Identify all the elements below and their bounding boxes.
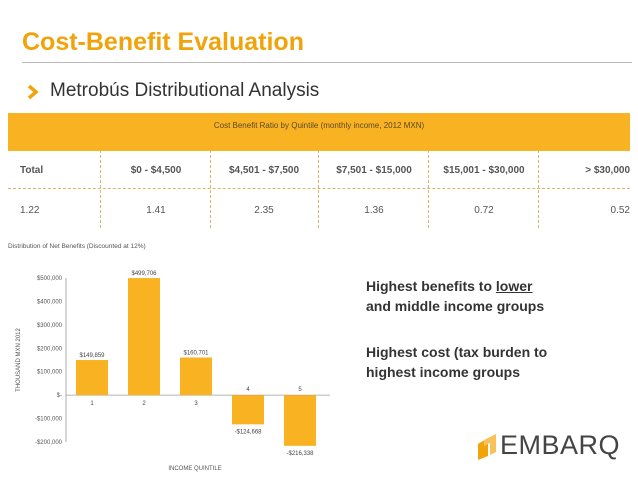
note-text: Highest cost (tax burden to [366,344,548,360]
table-caption: Cost Benefit Ratio by Quintile (monthly … [213,121,425,130]
bar-data-label: -$216,338 [286,451,314,457]
y-tick-label: $- [57,393,62,399]
note-text: Highest benefits to [366,278,496,294]
x-tick-label: 4 [246,387,250,393]
chevron-right-icon [27,84,39,100]
x-tick-label: 3 [194,401,198,407]
table-header-band [8,113,630,151]
y-tick-label: -$100,000 [35,417,63,423]
table-value-cell: 0.72 [474,205,494,216]
note-costs: Highest cost (tax burden to highest inco… [366,342,547,382]
note-text: highest income groups [366,364,521,380]
table-header-cell: Total [20,165,44,176]
bar-data-label: $149,859 [79,353,105,359]
table-column-divider [100,150,101,228]
slide-subtitle: Metrobús Distributional Analysis [50,80,320,101]
bar [232,395,264,425]
y-tick-label: $400,000 [37,299,63,305]
table-header-cell: $0 - $4,500 [130,165,182,176]
y-tick-label: -$200,000 [35,440,63,446]
slide-title: Cost-Benefit Evaluation [22,28,304,56]
chart-title: Distribution of Net Benefits (Discounted… [8,243,146,250]
table-header-cell: > $30,000 [585,165,630,176]
y-tick-label: $300,000 [37,323,63,329]
embarq-logo-text: EMBARQ [500,430,621,460]
bar-data-label: -$124,668 [234,429,262,435]
table-column-divider [318,150,319,228]
note-benefits: Highest benefits to lower and middle inc… [366,276,544,316]
bar-data-label: $499,706 [131,271,157,277]
bar [128,278,160,396]
table-column-divider [428,150,429,228]
y-tick-label: $100,000 [37,370,63,376]
bar [284,395,316,446]
y-axis-label: THOUSAND MXN 2012 [16,327,22,391]
table-header-cell: $15,001 - $30,000 [443,165,525,176]
net-benefits-bar-chart: Distribution of Net Benefits (Discounted… [8,243,330,472]
x-axis-label: INCOME QUINTILE [168,466,221,472]
embarq-logo-icon [478,434,496,460]
table-value-cell: 0.52 [610,205,630,216]
x-tick-label: 5 [298,387,302,393]
table-column-divider [538,150,539,228]
table-header-cell: $7,501 - $15,000 [336,165,412,176]
table-column-divider [210,150,211,228]
table-header-cell: $4,501 - $7,500 [228,165,300,176]
note-text: and middle income groups [366,298,545,314]
table-value-cell: 1.22 [20,205,40,216]
note-underline: lower [495,278,533,294]
bar [76,360,108,396]
x-tick-label: 1 [90,401,94,407]
table-row-divider [8,188,630,189]
table-value-cell: 2.35 [254,205,274,216]
bar-data-label: $160,701 [183,350,209,356]
title-divider [22,62,632,63]
table-value-cell: 1.36 [364,205,384,216]
y-tick-label: $500,000 [37,276,63,282]
bar [180,357,212,396]
table-value-cell: 1.41 [146,205,166,216]
x-tick-label: 2 [142,401,146,407]
y-tick-label: $200,000 [37,346,63,352]
